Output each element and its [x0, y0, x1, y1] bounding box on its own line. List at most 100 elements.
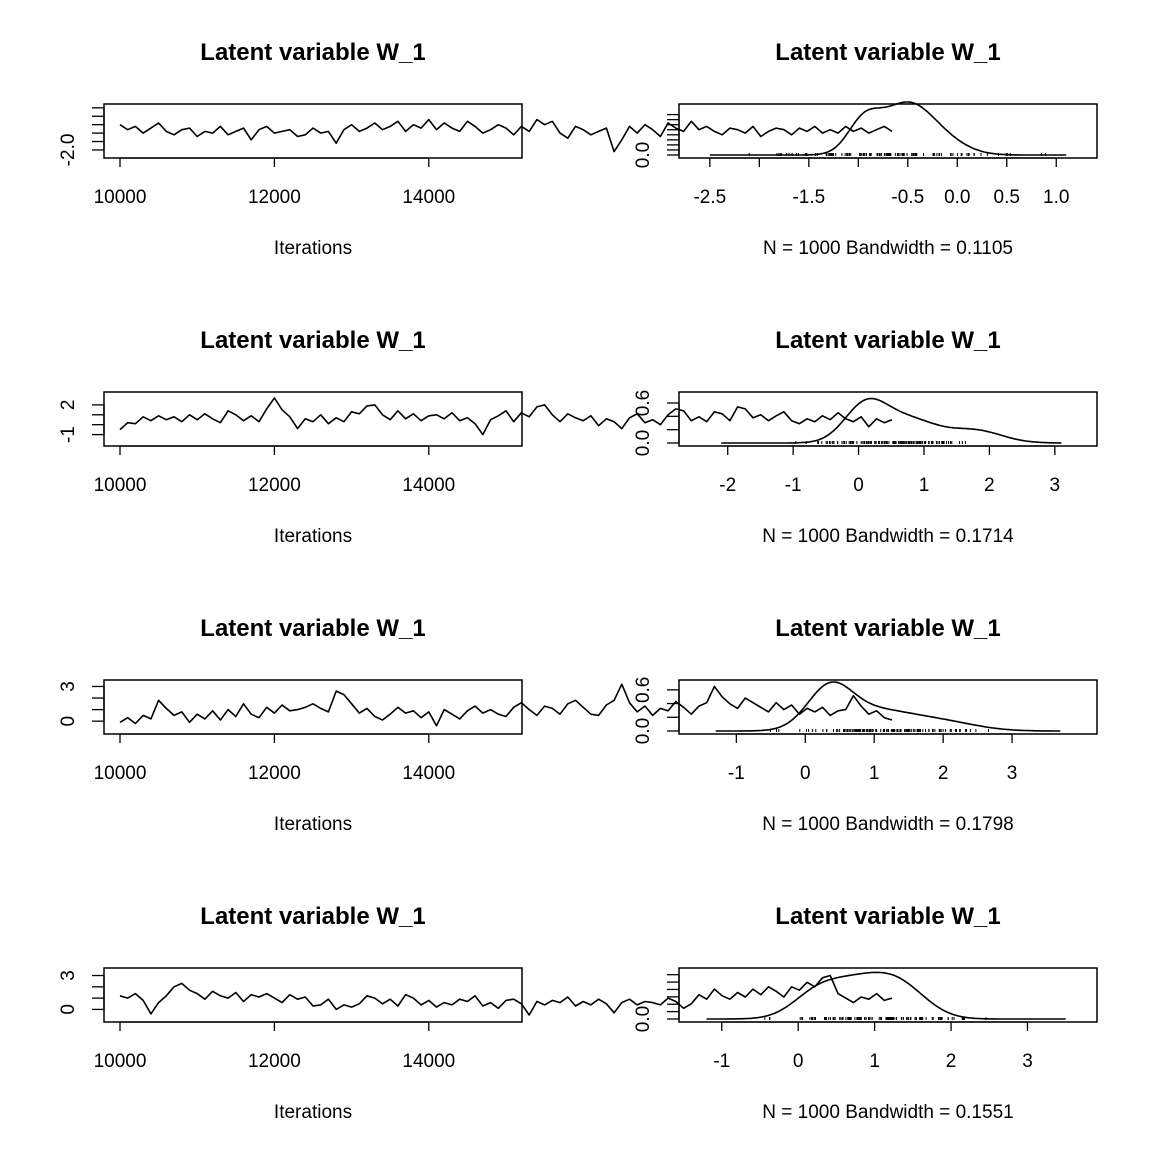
density-curve [706, 971, 1066, 1020]
trace-line [119, 397, 893, 436]
x-tick-label: 1 [919, 475, 930, 496]
x-axis-label: N = 1000 Bandwidth = 0.1714 [762, 526, 1014, 547]
panel-title: Latent variable W_1 [775, 327, 1000, 354]
x-tick-label: 12000 [248, 187, 301, 208]
plot-frame [678, 679, 1098, 735]
x-tick-label: 10000 [94, 1051, 147, 1072]
x-tick-label: 12000 [248, 475, 301, 496]
x-axis: -2.5 -1.5 -0.5 0.0 0.5 1.0 [693, 157, 1069, 208]
x-axis-label: N = 1000 Bandwidth = 0.1105 [763, 238, 1013, 259]
x-tick-label: 2 [938, 763, 949, 784]
y-tick-label: 0 [58, 1004, 79, 1015]
x-tick-label: 10000 [94, 187, 147, 208]
x-axis: -2 -1 0 1 2 3 [719, 445, 1061, 496]
y-axis: 0.0 0.6 [633, 390, 680, 456]
y-tick-label: 0.0 [633, 430, 654, 456]
x-axis-label: Iterations [274, 238, 352, 259]
x-tick-label: -2 [719, 475, 736, 496]
x-axis: -1 0 1 2 3 [728, 733, 1018, 784]
x-tick-label: 1 [869, 1051, 880, 1072]
rug [748, 153, 1046, 156]
y-tick-label: -1 [58, 426, 79, 443]
x-axis-label: N = 1000 Bandwidth = 0.1798 [762, 814, 1013, 835]
x-tick-label: 14000 [402, 187, 455, 208]
panel-4-density: Latent variable W_1 -1 0 1 2 3 0.0 N = 1000 Ban… [633, 903, 1098, 1123]
y-tick-label: 0.0 [633, 142, 654, 168]
x-tick-label: 10000 [94, 763, 147, 784]
panel-title: Latent variable W_1 [200, 615, 425, 642]
panel-title: Latent variable W_1 [200, 39, 425, 66]
panel-2-trace: Latent variable W_1 10000 12000 14000 -1 2 Ite… [58, 327, 893, 547]
y-tick-label: 0.0 [633, 718, 654, 744]
y-tick-label: 2 [58, 400, 79, 411]
x-tick-label: 0 [853, 475, 864, 496]
x-axis-label: Iterations [274, 814, 352, 835]
x-tick-label: -1 [785, 475, 802, 496]
density-curve [715, 681, 1061, 732]
rug [795, 441, 966, 444]
density-curve [721, 397, 1062, 444]
x-tick-label: -0.5 [891, 187, 924, 208]
x-tick-label: 0 [800, 763, 811, 784]
panel-title: Latent variable W_1 [775, 615, 1000, 642]
trace-line [119, 683, 893, 727]
x-tick-label: 1.0 [1043, 187, 1069, 208]
x-tick-label: 3 [1007, 763, 1018, 784]
panel-title: Latent variable W_1 [775, 39, 1000, 66]
trace-line [119, 974, 893, 1016]
y-axis: -1 2 [58, 400, 105, 443]
x-tick-label: 0.0 [944, 187, 970, 208]
x-tick-label: 10000 [94, 475, 147, 496]
x-axis-label: Iterations [274, 1102, 352, 1123]
x-tick-label: 0.5 [994, 187, 1020, 208]
x-tick-label: 3 [1022, 1051, 1033, 1072]
x-tick-label: -1 [728, 763, 745, 784]
x-tick-label: 14000 [402, 763, 455, 784]
x-tick-label: 3 [1050, 475, 1061, 496]
y-axis: -2.0 [58, 107, 105, 167]
x-axis-label: N = 1000 Bandwidth = 0.1551 [762, 1102, 1013, 1123]
x-axis: -1 0 1 2 3 [713, 1021, 1033, 1072]
x-tick-label: 2 [946, 1051, 957, 1072]
panel-3-density: Latent variable W_1 -1 0 1 2 3 0.0 0.6 N = 1000 … [633, 615, 1098, 835]
y-tick-label: 3 [58, 970, 79, 981]
panel-title: Latent variable W_1 [775, 903, 1000, 930]
y-tick-label: -2.0 [58, 134, 79, 167]
rug [769, 729, 989, 732]
x-axis: 10000 12000 14000 [94, 1021, 455, 1072]
y-tick-label: 0.0 [633, 1006, 654, 1032]
panel-title: Latent variable W_1 [200, 903, 425, 930]
x-tick-label: 12000 [248, 1051, 301, 1072]
panel-1-density: Latent variable W_1 -2.5 -1.5 -0.5 0.0 0.5 1.0… [633, 39, 1098, 259]
x-tick-label: -1 [713, 1051, 730, 1072]
x-tick-label: -1.5 [792, 187, 825, 208]
x-tick-label: 14000 [402, 1051, 455, 1072]
plot-frame [678, 391, 1098, 447]
y-axis: 03 [58, 681, 105, 727]
y-axis: 0.0 0.6 [633, 677, 680, 744]
x-tick-label: 1 [869, 763, 880, 784]
panel-2-density: Latent variable W_1 -2 -1 0 1 2 3 0.0 0.6 N = 100… [633, 327, 1098, 547]
x-tick-label: 0 [793, 1051, 804, 1072]
x-axis: 10000 12000 14000 [94, 733, 455, 784]
panel-1-trace: Latent variable W_1 10000 12000 14000 -2.0 It… [58, 39, 893, 259]
y-tick-label: 0.6 [633, 390, 654, 416]
y-tick-label: 3 [58, 681, 79, 692]
x-axis: 10000 12000 14000 [94, 445, 455, 496]
trace-line [119, 118, 893, 153]
x-axis: 10000 12000 14000 [94, 157, 455, 208]
x-tick-label: 2 [984, 475, 995, 496]
y-axis: 03 [58, 970, 105, 1015]
panel-title: Latent variable W_1 [200, 327, 425, 354]
x-tick-label: 14000 [402, 475, 455, 496]
x-tick-label: -2.5 [693, 187, 726, 208]
y-tick-label: 0 [58, 716, 79, 727]
y-axis: 0.0 [633, 113, 680, 168]
x-tick-label: 12000 [248, 763, 301, 784]
x-axis-label: Iterations [274, 526, 352, 547]
y-tick-label: 0.6 [633, 677, 654, 703]
rug [764, 1017, 987, 1020]
